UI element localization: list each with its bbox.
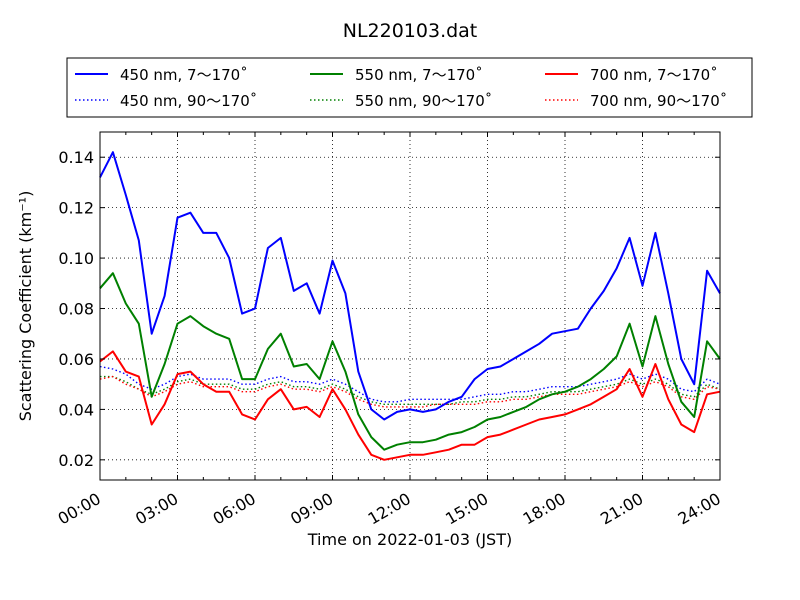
- series-line: [99, 350, 721, 461]
- x-tick-label: 15:00: [442, 489, 491, 529]
- grid: [99, 132, 721, 480]
- x-tick-label: 00:00: [55, 489, 104, 529]
- x-tick-label: 18:00: [520, 489, 569, 529]
- legend-label: 450 nm, 90～170˚: [120, 92, 257, 110]
- ticks: 0.02 0.04 0.06 0.08 0.10 0.12 0.14 00:00 03:00 06…: [55, 132, 724, 529]
- x-axis-label: Time on 2022-01-03 (JST): [307, 530, 512, 549]
- series-line: [99, 151, 721, 421]
- legend: 450 nm, 7～170˚ 550 nm, 7～170˚ 700 nm, 7～17…: [66, 57, 753, 118]
- series-line: [99, 365, 721, 403]
- x-tick-label: 24:00: [675, 489, 724, 529]
- y-tick-label: 0.12: [58, 199, 94, 218]
- y-tick-label: 0.04: [58, 400, 94, 419]
- y-tick-label: 0.06: [58, 350, 94, 369]
- y-tick-label: 0.02: [58, 451, 94, 470]
- series-line: [99, 375, 721, 408]
- legend-label: 550 nm, 7～170˚: [355, 66, 483, 84]
- x-tick-label: 21:00: [597, 489, 646, 529]
- x-tick-label: 03:00: [132, 489, 181, 529]
- legend-box: [66, 57, 753, 118]
- y-tick-label: 0.08: [58, 300, 94, 319]
- series-group: [99, 151, 721, 461]
- chart-title: NL220103.dat: [343, 20, 478, 42]
- y-axis-label: Scattering Coefficient (km⁻¹): [16, 191, 35, 422]
- x-tick-label: 12:00: [365, 489, 414, 529]
- legend-label: 550 nm, 90～170˚: [355, 92, 492, 110]
- y-tick-label: 0.14: [58, 148, 94, 167]
- legend-label: 700 nm, 90～170˚: [590, 92, 727, 110]
- series-line: [99, 272, 721, 451]
- x-tick-label: 06:00: [210, 489, 259, 529]
- legend-label: 450 nm, 7～170˚: [120, 66, 248, 84]
- x-tick-label: 09:00: [287, 489, 336, 529]
- legend-label: 700 nm, 7～170˚: [590, 66, 718, 84]
- y-tick-label: 0.10: [58, 249, 94, 268]
